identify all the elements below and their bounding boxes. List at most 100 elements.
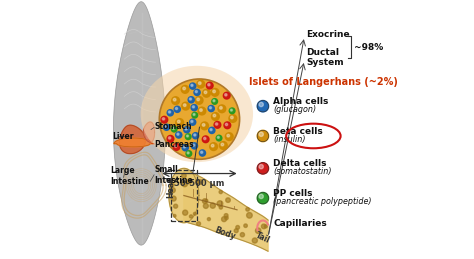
Circle shape [173,98,176,101]
Text: Small
Intestine: Small Intestine [155,165,193,185]
Circle shape [230,109,232,111]
Circle shape [174,106,181,112]
Circle shape [203,203,209,208]
Circle shape [190,98,191,100]
Circle shape [197,80,205,88]
Polygon shape [113,2,165,245]
Circle shape [212,99,218,104]
Circle shape [257,100,269,112]
Circle shape [184,127,190,133]
Circle shape [246,212,252,218]
Circle shape [183,87,185,90]
Circle shape [192,133,199,139]
Circle shape [227,134,229,137]
Circle shape [194,89,200,96]
Circle shape [225,93,227,96]
Text: Capillaries: Capillaries [273,219,327,228]
Circle shape [195,97,203,104]
Circle shape [201,151,203,153]
Circle shape [210,107,211,109]
Circle shape [217,136,219,138]
Circle shape [205,199,208,202]
Ellipse shape [141,66,253,162]
Text: (glucagon): (glucagon) [273,105,316,114]
Text: Tail: Tail [254,231,272,246]
Circle shape [264,225,267,228]
Circle shape [197,98,200,101]
Circle shape [195,179,200,184]
Circle shape [216,135,222,141]
Text: Stomach: Stomach [155,123,192,131]
Text: Alpha cells: Alpha cells [273,97,328,106]
Text: (pancreatic polypeptide): (pancreatic polypeptide) [273,197,372,206]
Circle shape [200,150,206,156]
Circle shape [219,142,227,149]
Circle shape [225,133,233,141]
Circle shape [211,144,214,147]
Circle shape [164,124,170,130]
Circle shape [225,216,228,220]
Circle shape [257,130,269,142]
Circle shape [175,107,178,110]
Circle shape [199,82,201,84]
Circle shape [172,97,180,105]
Circle shape [173,143,180,150]
Circle shape [173,204,178,208]
Circle shape [257,163,269,174]
Circle shape [182,145,188,151]
Circle shape [168,111,171,113]
Circle shape [221,217,227,222]
Circle shape [259,102,264,107]
Circle shape [193,212,196,215]
Bar [171,170,197,221]
Circle shape [182,102,190,110]
Circle shape [230,116,233,119]
Polygon shape [169,168,199,223]
Text: (somatostatin): (somatostatin) [273,167,332,176]
Circle shape [236,226,239,229]
Circle shape [185,134,191,140]
Circle shape [208,105,214,112]
Circle shape [182,210,188,215]
Circle shape [191,105,197,111]
Circle shape [200,109,202,111]
Circle shape [259,194,264,199]
Circle shape [162,118,164,120]
Circle shape [186,135,189,137]
Text: Body: Body [214,226,237,242]
Circle shape [187,179,191,184]
Text: Ductal
System: Ductal System [306,48,344,67]
Circle shape [191,143,198,149]
Circle shape [188,97,194,103]
Circle shape [174,145,177,147]
Circle shape [177,133,179,135]
Circle shape [192,112,198,118]
Circle shape [167,135,174,142]
Circle shape [167,110,173,116]
Circle shape [257,192,269,204]
Circle shape [211,113,219,120]
Circle shape [208,84,210,86]
Circle shape [183,146,185,148]
Circle shape [171,196,176,201]
Circle shape [210,203,215,208]
Text: Delta cells: Delta cells [273,159,327,168]
Circle shape [164,125,167,127]
Circle shape [195,91,197,93]
Circle shape [213,90,216,93]
Circle shape [209,127,215,133]
Circle shape [190,83,196,89]
Circle shape [191,120,193,123]
Polygon shape [114,138,153,147]
Circle shape [171,126,177,132]
Circle shape [207,218,210,221]
Circle shape [183,104,186,106]
Circle shape [210,128,212,131]
Circle shape [175,132,182,138]
Circle shape [201,122,209,130]
Text: Pancreas: Pancreas [155,140,194,148]
Circle shape [261,224,266,229]
Text: Islets of Langerhans (~2%): Islets of Langerhans (~2%) [249,77,398,87]
Circle shape [215,123,218,125]
Circle shape [204,91,207,94]
